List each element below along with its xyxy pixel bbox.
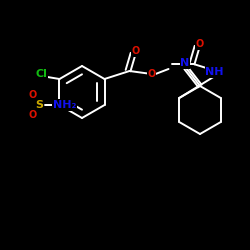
- Text: NH₂: NH₂: [53, 100, 76, 110]
- Text: O: O: [28, 90, 36, 100]
- Text: Cl: Cl: [36, 69, 48, 79]
- Text: S: S: [36, 100, 44, 110]
- Text: O: O: [28, 110, 36, 120]
- Text: N: N: [180, 58, 190, 68]
- Text: O: O: [148, 69, 156, 79]
- Text: O: O: [132, 46, 140, 56]
- Text: O: O: [196, 39, 204, 49]
- Text: NH: NH: [205, 67, 224, 77]
